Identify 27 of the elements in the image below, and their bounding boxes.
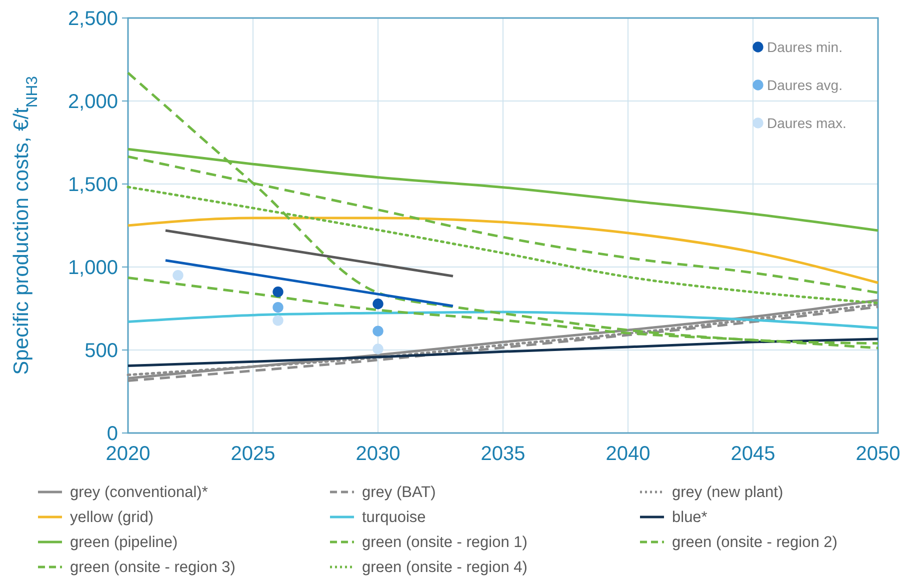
x-tick-label: 2040	[606, 443, 650, 465]
legend-label: green (onsite - region 2)	[672, 534, 838, 551]
x-tick-label: 2020	[106, 443, 150, 465]
y-tick-label: 500	[84, 340, 118, 362]
x-tick-label: 2030	[356, 443, 400, 465]
legend-label: blue*	[672, 509, 708, 526]
legend-label: turquoise	[362, 509, 426, 526]
x-tick-label: 2025	[230, 443, 276, 465]
x-tick-label: 2050	[856, 443, 900, 465]
legend-label: grey (conventional)*	[70, 484, 208, 501]
legend-label: green (pipeline)	[70, 534, 178, 551]
y-tick-label: 1,000	[68, 257, 118, 279]
legend-label: grey (new plant)	[672, 484, 784, 501]
legend-label: green (onsite - region 1)	[362, 534, 528, 551]
x-tick-label: 2045	[730, 443, 776, 465]
legend-label: yellow (grid)	[70, 509, 154, 526]
y-tick-label: 2,500	[68, 8, 118, 30]
legend-label: green (onsite - region 4)	[362, 559, 528, 576]
legend-label: grey (BAT)	[362, 484, 436, 501]
y-tick-label: 1,500	[68, 174, 118, 196]
y-tick-label: 0	[106, 423, 118, 445]
legend-label: Daures max.	[767, 115, 846, 131]
y-tick-label: 2,000	[68, 91, 118, 113]
x-tick-label: 2035	[480, 443, 526, 465]
legend-label: Daures min.	[767, 39, 842, 55]
legend-label: green (onsite - region 3)	[70, 559, 236, 576]
legend-label: Daures avg.	[767, 77, 842, 93]
